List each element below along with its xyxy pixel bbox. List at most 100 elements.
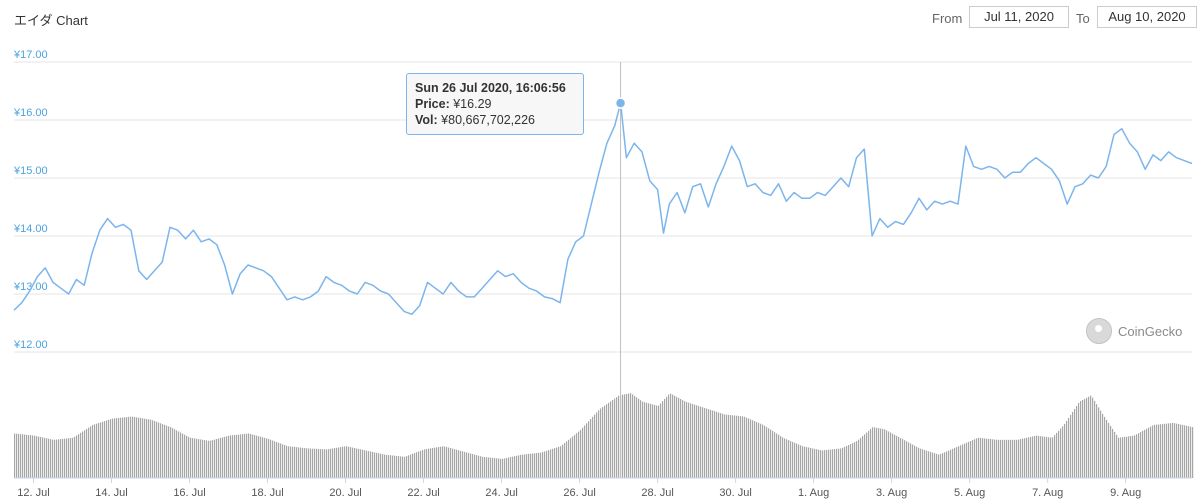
volume-bar bbox=[330, 448, 332, 478]
to-date-input[interactable]: Aug 10, 2020 bbox=[1097, 6, 1197, 28]
volume-bar bbox=[470, 453, 472, 478]
volume-bar bbox=[298, 447, 300, 478]
volume-bar bbox=[284, 445, 286, 478]
volume-bar bbox=[1166, 423, 1168, 478]
volume-bar bbox=[480, 456, 482, 478]
volume-bar bbox=[848, 444, 850, 478]
volume-bar bbox=[1094, 400, 1096, 478]
volume-bar bbox=[1172, 422, 1174, 478]
volume-bar bbox=[546, 450, 548, 478]
volume-bar bbox=[906, 441, 908, 478]
volume-bar bbox=[1096, 404, 1098, 478]
volume-bar bbox=[1084, 398, 1086, 478]
volume-bar bbox=[700, 406, 702, 478]
volume-bar bbox=[532, 453, 534, 478]
volume-bar bbox=[624, 394, 626, 478]
volume-bar bbox=[234, 435, 236, 478]
volume-bar bbox=[28, 435, 30, 478]
volume-bar bbox=[738, 415, 740, 478]
volume-bar bbox=[870, 429, 872, 478]
volume-bar bbox=[912, 444, 914, 478]
volume-bar bbox=[96, 423, 98, 478]
volume-bar bbox=[1052, 437, 1054, 478]
volume-bar bbox=[52, 439, 54, 478]
volume-bar bbox=[58, 439, 60, 478]
volume-bar bbox=[972, 440, 974, 478]
volume-bar bbox=[1078, 402, 1080, 478]
volume-bar bbox=[262, 437, 264, 478]
volume-bar bbox=[866, 432, 868, 478]
volume-bar bbox=[84, 430, 86, 478]
volume-bar bbox=[72, 437, 74, 478]
price-tooltip: Sun 26 Jul 2020, 16:06:56 Price: ¥16.29 … bbox=[406, 73, 584, 135]
volume-bar bbox=[774, 432, 776, 478]
volume-bar bbox=[1060, 428, 1062, 478]
volume-bar bbox=[504, 458, 506, 478]
volume-bar bbox=[396, 455, 398, 478]
volume-bar bbox=[676, 396, 678, 478]
volume-bar bbox=[18, 433, 20, 478]
volume-bar bbox=[618, 395, 620, 478]
volume-bar bbox=[916, 446, 918, 478]
volume-bar bbox=[348, 446, 350, 478]
from-date-input[interactable]: Jul 11, 2020 bbox=[969, 6, 1069, 28]
volume-bar bbox=[1122, 437, 1124, 478]
volume-bar bbox=[224, 436, 226, 478]
volume-bar bbox=[40, 437, 42, 478]
x-tick-label: 3. Aug bbox=[876, 487, 907, 499]
volume-bar bbox=[512, 456, 514, 478]
volume-bar bbox=[86, 428, 88, 478]
volume-bar bbox=[656, 405, 658, 478]
volume-bar bbox=[920, 448, 922, 478]
volume-bar bbox=[856, 441, 858, 478]
volume-bar bbox=[386, 454, 388, 478]
volume-bar bbox=[206, 440, 208, 478]
volume-bar bbox=[558, 446, 560, 478]
volume-bar bbox=[736, 415, 738, 478]
volume-bar bbox=[516, 455, 518, 478]
volume-bar bbox=[1116, 434, 1118, 478]
volume-bar bbox=[982, 438, 984, 478]
volume-bar bbox=[1064, 423, 1066, 478]
volume-bar bbox=[976, 438, 978, 478]
volume-bar bbox=[100, 422, 102, 478]
volume-bar bbox=[1136, 434, 1138, 478]
volume-bar bbox=[1090, 395, 1092, 478]
y-tick-label: ¥15.00 bbox=[13, 165, 48, 177]
volume-bar bbox=[432, 448, 434, 478]
volume-bar bbox=[14, 433, 16, 478]
volume-bar bbox=[768, 428, 770, 478]
volume-bar bbox=[930, 451, 932, 478]
volume-bar bbox=[1070, 414, 1072, 478]
volume-bar bbox=[776, 433, 778, 478]
volume-bar bbox=[636, 397, 638, 478]
volume-bar bbox=[730, 415, 732, 478]
volume-bar bbox=[758, 422, 760, 478]
volume-bar bbox=[68, 438, 70, 478]
volume-bar bbox=[644, 402, 646, 478]
volume-bar bbox=[642, 401, 644, 478]
volume-bar bbox=[164, 424, 166, 478]
volume-bar bbox=[552, 448, 554, 478]
volume-bar bbox=[124, 417, 126, 478]
volume-bar bbox=[328, 449, 330, 478]
volume-bar bbox=[978, 437, 980, 478]
volume-bar bbox=[478, 455, 480, 478]
volume-bar bbox=[992, 439, 994, 478]
volume-bar bbox=[544, 451, 546, 478]
volume-bar bbox=[136, 417, 138, 478]
volume-bar bbox=[628, 393, 630, 478]
volume-bar bbox=[548, 450, 550, 478]
volume-bar bbox=[896, 435, 898, 478]
volume-bar bbox=[82, 431, 84, 478]
volume-bar bbox=[708, 409, 710, 478]
volume-bar bbox=[1074, 408, 1076, 478]
volume-bar bbox=[110, 419, 112, 478]
y-tick-label: ¥14.00 bbox=[13, 223, 48, 235]
volume-bar bbox=[526, 454, 528, 478]
volume-bar bbox=[1170, 423, 1172, 478]
volume-bar bbox=[1184, 425, 1186, 478]
x-tick-label: 16. Jul bbox=[173, 487, 205, 499]
volume-bar bbox=[460, 450, 462, 478]
